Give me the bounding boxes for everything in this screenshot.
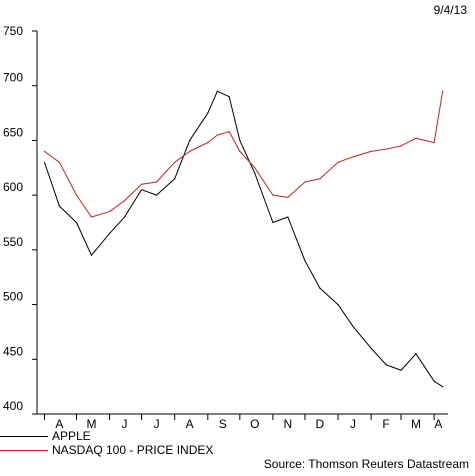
series-line-nasdaq-segment: [415, 137, 435, 144]
series-line-nasdaq-segment: [304, 178, 321, 183]
series-line-apple-point: [442, 386, 444, 388]
series-line-apple-segment: [352, 326, 372, 349]
series-line-apple-segment: [385, 364, 402, 371]
x-tick-label: M: [86, 417, 96, 431]
series-line-nasdaq-segment: [228, 131, 241, 152]
x-tick-label: J: [122, 417, 128, 431]
x-tick-label: O: [250, 417, 259, 431]
y-tick-label: 600: [3, 180, 23, 194]
series-line-nasdaq-segment: [217, 131, 230, 136]
series-line-nasdaq-segment: [254, 167, 274, 196]
series-line-nasdaq-segment: [433, 91, 444, 143]
legend-label-apple: APPLE: [52, 429, 91, 443]
series-line-nasdaq-segment: [400, 137, 417, 147]
x-tick-label: F: [382, 417, 389, 431]
series-line-apple-segment: [189, 112, 209, 141]
series-line-nasdaq-segment: [174, 150, 190, 163]
series-line-nasdaq-segment: [141, 181, 157, 185]
series-line-nasdaq-segment: [91, 211, 110, 218]
series-line-apple-segment: [319, 287, 339, 305]
series-line-nasdaq-segment: [189, 142, 209, 152]
source-note: Source: Thomson Reuters Datastream: [263, 457, 469, 471]
series-line-nasdaq-segment: [44, 150, 60, 163]
chart-date: 9/4/13: [433, 3, 467, 17]
y-tick-label: 700: [3, 71, 23, 85]
series-line-nasdaq-segment: [352, 150, 372, 158]
series-line-apple-segment: [370, 348, 387, 366]
series-line-nasdaq-segment: [58, 162, 77, 196]
legend-item-nasdaq: NASDAQ 100 - PRICE INDEX: [0, 443, 213, 457]
series-line-apple-segment: [141, 189, 157, 196]
series-line-apple-segment: [207, 90, 218, 114]
x-tick-label: M: [411, 417, 421, 431]
x-tick-label: A: [434, 417, 442, 431]
series-line-nasdaq-segment: [287, 181, 306, 198]
series-line-nasdaq-segment: [207, 134, 218, 144]
series-line-nasdaq-segment: [239, 151, 256, 169]
series-line-nasdaq-segment: [385, 145, 402, 150]
x-tick-label: N: [284, 417, 293, 431]
series-line-nasdaq-segment: [109, 200, 125, 212]
series-line-apple-segment: [109, 216, 125, 234]
y-tick-label: 550: [3, 235, 23, 249]
y-tick-label: 750: [3, 24, 23, 38]
series-line-apple-segment: [433, 380, 443, 388]
x-tick-label: J: [154, 417, 160, 431]
series-line-nasdaq-segment: [124, 183, 142, 201]
legend-swatch-apple: [0, 435, 48, 437]
series-line-apple-segment: [124, 189, 143, 218]
series-line-apple-segment: [304, 260, 321, 289]
series-line-nasdaq-segment: [76, 194, 92, 218]
legend-swatch-nasdaq: [0, 449, 48, 451]
y-tick-label: 400: [3, 399, 23, 413]
series-line-apple-segment: [156, 178, 176, 196]
series-line-nasdaq-segment: [337, 156, 354, 163]
series-line-apple-segment: [287, 216, 306, 261]
series-line-apple-segment: [337, 304, 354, 327]
x-tick-label: D: [316, 417, 325, 431]
series-line-nasdaq-segment: [272, 194, 288, 198]
y-tick-label: 450: [3, 344, 23, 358]
series-line-apple-segment: [174, 140, 191, 179]
series-line-apple-segment: [59, 205, 77, 223]
y-tick-label: 500: [3, 290, 23, 304]
series-line-nasdaq-segment: [156, 161, 176, 183]
series-line-nasdaq-point: [442, 90, 444, 92]
series-line-apple: [43, 90, 444, 388]
x-tick-label: J: [350, 417, 356, 431]
series-line-apple-segment: [254, 173, 274, 223]
series-line-nasdaq-segment: [319, 161, 339, 180]
y-axis-ticks: 400 450 500 550 600 650 700 750: [3, 24, 37, 415]
series-line-apple-segment: [228, 96, 241, 141]
series-line-apple-segment: [43, 162, 60, 207]
series-line-nasdaq-segment: [371, 148, 387, 152]
legend-item-apple: APPLE: [0, 429, 91, 443]
x-tick-label: A: [55, 417, 63, 431]
y-tick-label: 650: [3, 125, 23, 139]
x-tick-label: S: [219, 417, 227, 431]
series-line-apple-segment: [91, 233, 110, 256]
series-line-apple-segment: [217, 90, 230, 98]
legend-label-nasdaq: NASDAQ 100 - PRICE INDEX: [52, 443, 214, 457]
series-line-nasdaq: [43, 90, 444, 218]
series-line-apple-segment: [400, 353, 417, 371]
series-line-apple-segment: [76, 222, 92, 256]
series-line-apple-segment: [239, 140, 256, 174]
x-tick-label: A: [186, 417, 194, 431]
series-line-apple-segment: [272, 216, 289, 223]
series-line-apple-segment: [415, 353, 435, 382]
